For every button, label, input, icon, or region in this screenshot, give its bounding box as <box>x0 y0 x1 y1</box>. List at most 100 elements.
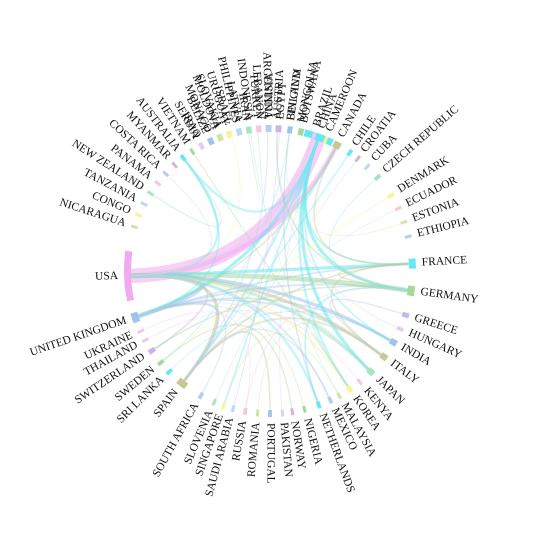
arc-malaysia <box>336 391 343 400</box>
ribbon-germany-austria <box>276 132 408 291</box>
arc-united-kingdom <box>130 311 141 324</box>
ribbon-usa-brazil <box>130 138 314 277</box>
ribbon-new-zealand-australia <box>153 160 222 228</box>
arc-france <box>408 258 416 269</box>
ribbon-china-canada <box>296 140 336 210</box>
arc-croatia <box>354 155 362 163</box>
arc-pakistan <box>280 409 285 417</box>
label-france: FRANCE <box>421 254 467 268</box>
label-austria: AUSTRIA <box>272 68 287 119</box>
ribbon-usa-netherlands <box>130 274 319 402</box>
ribbon-spain-france <box>184 263 409 381</box>
chord-ribbons <box>124 132 410 410</box>
arc-serbia <box>197 142 204 151</box>
arc-chile <box>346 148 354 157</box>
ribbon-china-australia <box>184 140 319 213</box>
arc-tanzania <box>140 201 148 208</box>
arc-turkey <box>255 125 260 133</box>
ribbon-usa-japan <box>130 273 370 371</box>
arc-spain <box>176 377 189 390</box>
label-egypt: EGYPT <box>274 82 289 120</box>
ribbon-australia-united-kingdom <box>138 160 220 317</box>
arc-cameroon <box>322 136 329 144</box>
arc-nicaragua <box>130 224 139 230</box>
ribbon-chile-spain <box>184 155 348 381</box>
ribbon-netherlands-germany <box>304 286 408 402</box>
ribbon-usa-switzerland <box>131 274 209 350</box>
ribbon-usa-australia <box>130 160 219 277</box>
ribbon-russia-germany <box>245 287 408 408</box>
label-portugal: PORTUGAL <box>264 423 276 484</box>
arc-portugal <box>268 409 272 417</box>
ribbon-united-kingdom-germany <box>138 283 408 317</box>
ribbon-south-africa-united-kingdom <box>138 303 227 393</box>
label-pakistan: PAKISTAN <box>278 422 295 478</box>
arc-iran <box>245 126 250 134</box>
chord-arcs <box>124 124 416 417</box>
ribbon-usa-mexico <box>131 274 330 398</box>
arc-ecuador <box>394 205 402 212</box>
ribbon-italy-france <box>330 263 409 355</box>
arc-mongolia <box>297 127 302 136</box>
arc-norway <box>290 408 295 416</box>
arc-saudi-arabia <box>230 404 236 413</box>
ribbon-germany-france <box>337 263 409 291</box>
ribbon-indonesia-malaysia <box>250 133 338 393</box>
ribbon-china-france <box>304 140 409 266</box>
ribbon-nigeria-united-kingdom <box>139 304 304 406</box>
arc-canada <box>332 140 342 151</box>
arc-costa-rica <box>162 170 170 178</box>
arc-slovakia <box>218 133 224 141</box>
arc-italy <box>379 352 389 362</box>
ribbon-thailand-japan <box>148 310 369 370</box>
arc-uruguay <box>225 130 231 139</box>
label-turkey: TURKEY <box>247 73 263 121</box>
arc-argentina <box>265 125 270 133</box>
ribbon-hungary-austria <box>276 132 397 328</box>
ribbon-brazil-spain <box>184 139 314 381</box>
ribbon-denmark-sweden <box>163 197 388 361</box>
arc-new-zealand <box>146 190 155 197</box>
ribbon-united-kingdom-spain <box>138 301 220 381</box>
arc-ethiopia <box>404 234 413 239</box>
arc-austria <box>275 125 280 133</box>
ribbon-kenya-united-kingdom <box>139 302 358 379</box>
arc-germany <box>406 285 416 297</box>
arc-panama <box>154 179 162 187</box>
arc-sri-lanka <box>165 367 174 376</box>
ribbon-mexico-spain <box>184 328 329 397</box>
label-argentina: ARGENTINA <box>260 52 273 120</box>
arc-belgium <box>286 126 293 134</box>
label-germany: GERMANY <box>420 286 480 306</box>
arc-estonia <box>400 219 408 225</box>
arc-philippines <box>235 128 241 136</box>
ribbon-romania-italy <box>257 322 381 409</box>
label-iran: IRAN <box>236 92 252 122</box>
ribbon-india-united-kingdom <box>138 297 391 341</box>
arc-ukraine <box>137 328 145 335</box>
arc-hungary <box>396 325 405 333</box>
arc-nigeria <box>302 405 307 414</box>
ribbon-ecuador-spain <box>184 210 395 381</box>
ribbon-finland-sweden <box>163 133 290 361</box>
arc-czech-republic <box>373 173 382 182</box>
arc-congo <box>135 212 143 219</box>
arc-cuba <box>363 163 371 171</box>
arc-singapore <box>221 401 227 410</box>
arc-mexico <box>327 396 334 405</box>
ribbon-china-japan <box>300 139 370 371</box>
label-romania: ROMANIA <box>246 421 263 477</box>
ribbon-canada-france <box>313 148 409 265</box>
ribbon-slovenia-croatia <box>215 161 356 399</box>
arc-south-africa <box>197 391 205 400</box>
ribbon-usa-korea <box>130 274 349 387</box>
ribbon-israel-usa <box>131 137 241 277</box>
arc-israel <box>228 130 234 138</box>
ribbon-china-united-kingdom <box>137 139 319 318</box>
ribbon-china-korea <box>298 140 349 387</box>
ribbon-belgium-netherlands <box>282 133 318 402</box>
arc-india <box>388 337 399 347</box>
arc-moldova <box>216 134 222 142</box>
ribbon-china-singapore <box>224 140 318 403</box>
ribbon-costa-rica-usa <box>131 176 213 277</box>
